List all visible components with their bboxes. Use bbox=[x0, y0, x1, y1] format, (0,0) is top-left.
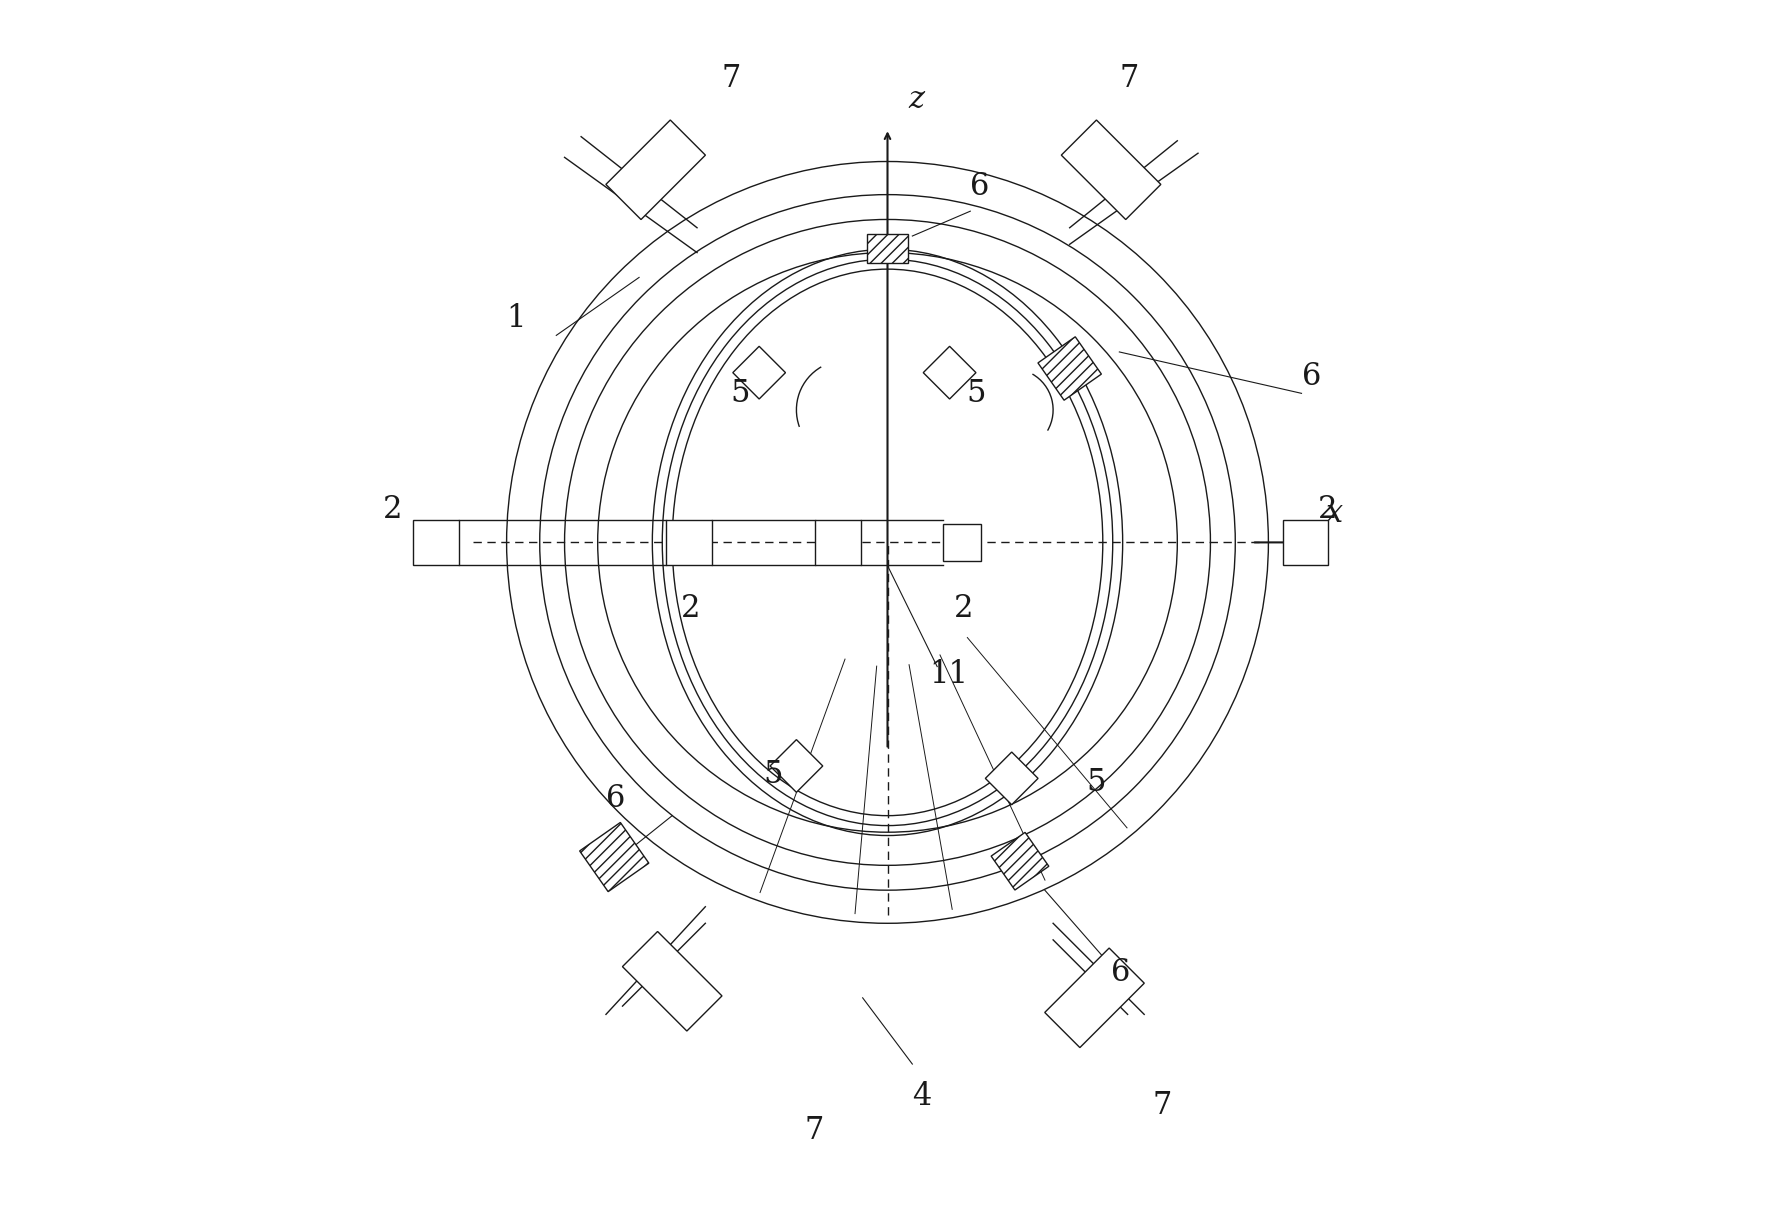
Polygon shape bbox=[1038, 337, 1100, 400]
Text: 6: 6 bbox=[1301, 361, 1321, 392]
Polygon shape bbox=[990, 832, 1049, 890]
Text: z: z bbox=[909, 83, 925, 115]
Polygon shape bbox=[1045, 948, 1145, 1047]
Text: 5: 5 bbox=[730, 377, 749, 409]
Polygon shape bbox=[605, 120, 705, 220]
Polygon shape bbox=[866, 235, 909, 262]
Text: 5: 5 bbox=[1086, 767, 1106, 798]
Text: 11: 11 bbox=[928, 659, 967, 690]
Text: 2: 2 bbox=[1319, 493, 1338, 525]
Polygon shape bbox=[815, 520, 861, 565]
Text: 2: 2 bbox=[680, 592, 699, 624]
Text: 6: 6 bbox=[605, 783, 625, 815]
Polygon shape bbox=[770, 740, 824, 792]
Text: 6: 6 bbox=[1111, 958, 1131, 988]
Polygon shape bbox=[985, 752, 1038, 805]
Polygon shape bbox=[923, 346, 976, 399]
Text: 7: 7 bbox=[1152, 1089, 1172, 1121]
Polygon shape bbox=[414, 520, 460, 565]
Polygon shape bbox=[666, 520, 712, 565]
Text: 2: 2 bbox=[953, 592, 973, 624]
Polygon shape bbox=[1061, 120, 1161, 220]
Text: 7: 7 bbox=[722, 63, 742, 94]
Polygon shape bbox=[1283, 520, 1328, 565]
Text: 5: 5 bbox=[966, 377, 985, 409]
Text: 5: 5 bbox=[763, 758, 783, 789]
Text: 7: 7 bbox=[1120, 63, 1140, 94]
Text: 4: 4 bbox=[912, 1082, 932, 1112]
Polygon shape bbox=[733, 346, 786, 399]
Polygon shape bbox=[580, 822, 650, 892]
Polygon shape bbox=[943, 523, 980, 561]
Polygon shape bbox=[623, 931, 722, 1031]
Text: 7: 7 bbox=[804, 1115, 824, 1146]
Text: 2: 2 bbox=[382, 493, 401, 525]
Text: 1: 1 bbox=[506, 303, 525, 334]
Text: x: x bbox=[1326, 498, 1344, 528]
Text: 6: 6 bbox=[971, 170, 990, 202]
